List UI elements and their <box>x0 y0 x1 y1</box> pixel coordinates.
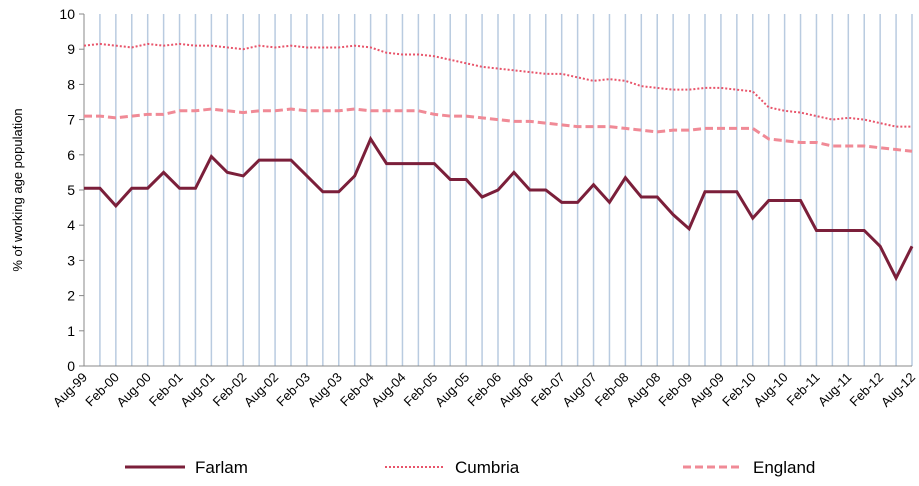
series-line <box>84 107 913 153</box>
x-tick-label: Aug-03 <box>305 370 345 410</box>
x-tick-label: Feb-04 <box>337 370 377 410</box>
y-tick-label: 0 <box>67 358 75 374</box>
legend-label: England <box>753 458 815 477</box>
x-tick-label: Aug-05 <box>432 370 472 410</box>
legend-label: Farlam <box>195 458 248 477</box>
series-line <box>84 135 914 282</box>
x-tick-label: Feb-06 <box>464 370 504 410</box>
y-tick-label: 2 <box>67 288 75 304</box>
x-tick-label: Aug-12 <box>878 370 918 410</box>
y-tick-label: 10 <box>59 6 75 22</box>
x-tick-label: Aug-06 <box>496 370 536 410</box>
x-tick-label: Aug-00 <box>114 370 154 410</box>
x-tick-label: Aug-10 <box>750 370 790 410</box>
x-tick-label: Aug-02 <box>241 370 281 410</box>
y-tick-label: 7 <box>67 112 75 128</box>
legend-label: Cumbria <box>455 458 520 477</box>
y-tick-label: 9 <box>67 41 75 57</box>
x-tick-label: Feb-03 <box>273 370 313 410</box>
y-tick-label: 5 <box>67 182 75 198</box>
y-tick-label: 1 <box>67 323 75 339</box>
y-tick-label: 8 <box>67 76 75 92</box>
x-tick-label: Feb-12 <box>847 370 887 410</box>
x-tick-label: Feb-05 <box>401 370 441 410</box>
x-tick-label: Aug-01 <box>177 370 217 410</box>
x-tick-label: Feb-07 <box>528 370 568 410</box>
x-tick-label: Aug-11 <box>815 370 855 410</box>
x-tick-label: Feb-02 <box>210 370 250 410</box>
y-tick-label: 6 <box>67 147 75 163</box>
x-tick-label: Feb-10 <box>719 370 759 410</box>
y-tick-label: 4 <box>67 217 75 233</box>
x-tick-label: Aug-99 <box>50 370 90 410</box>
x-tick-label: Aug-08 <box>623 370 663 410</box>
x-tick-label: Aug-09 <box>687 370 727 410</box>
x-tick-label: Feb-08 <box>592 370 632 410</box>
x-tick-label: Feb-11 <box>784 370 823 409</box>
x-tick-label: Feb-01 <box>146 370 186 410</box>
x-tick-label: Feb-09 <box>655 370 695 410</box>
y-tick-label: 3 <box>67 252 75 268</box>
x-tick-label: Aug-07 <box>559 370 599 410</box>
y-axis-label: % of working age population <box>10 108 25 271</box>
x-tick-label: Aug-04 <box>368 370 408 410</box>
x-tick-label: Feb-00 <box>82 370 122 410</box>
